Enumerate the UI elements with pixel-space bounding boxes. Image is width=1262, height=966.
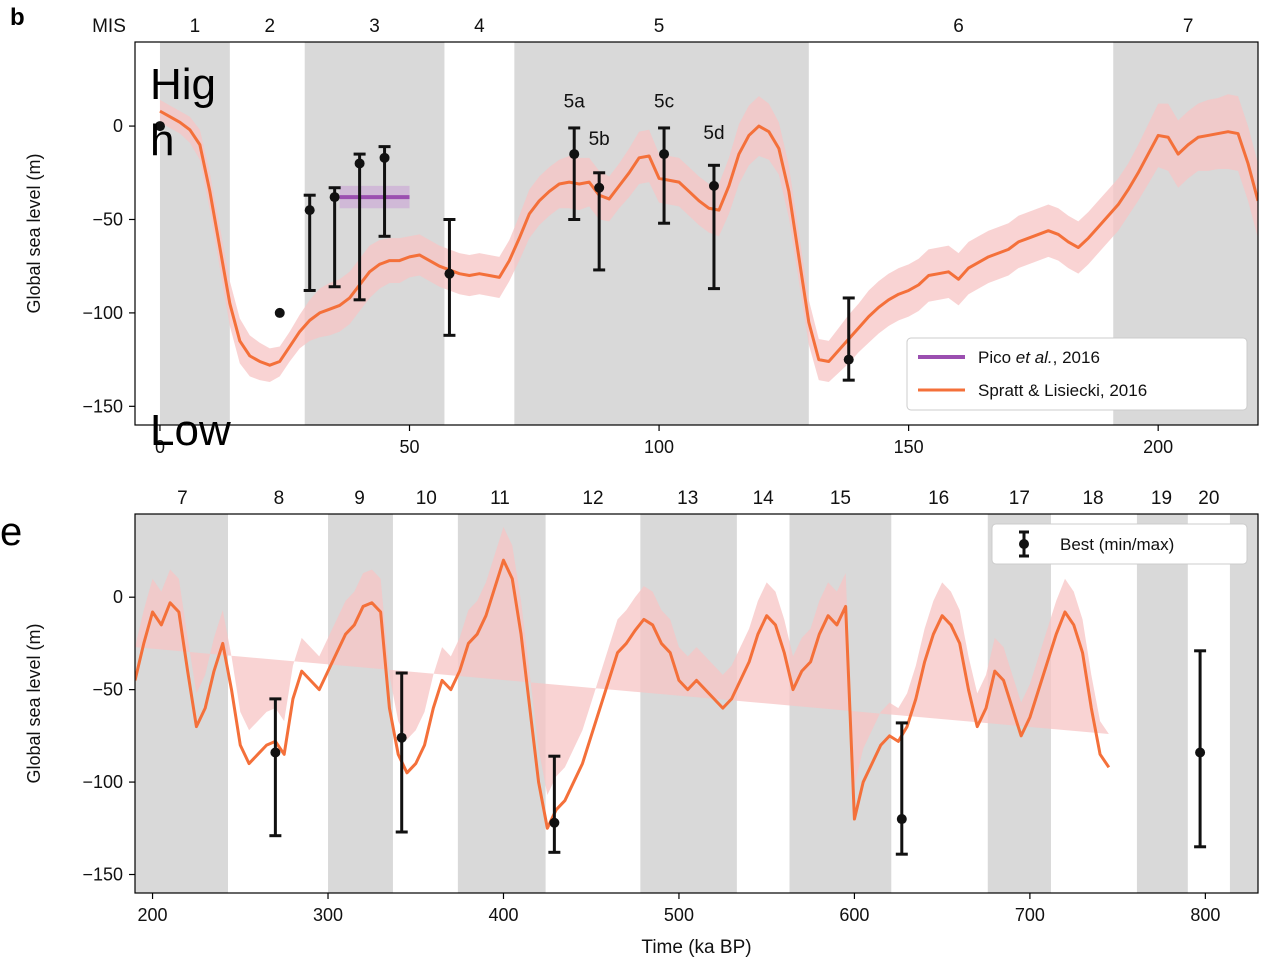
y-tick-label: 0 bbox=[113, 116, 123, 136]
stage-label: 1 bbox=[190, 16, 201, 37]
stage-label: 3 bbox=[369, 16, 380, 37]
mis-prefix-label: MIS bbox=[92, 16, 126, 37]
data-point bbox=[843, 354, 854, 365]
legend-b-box bbox=[906, 337, 1248, 411]
data-point bbox=[270, 747, 281, 758]
uncertainty-band bbox=[135, 526, 1109, 796]
sea-level-line bbox=[135, 558, 1111, 830]
overlay-high-line1: Hig bbox=[150, 60, 217, 109]
overlay-low: Low bbox=[150, 406, 231, 455]
data-point bbox=[896, 814, 907, 825]
x-tick-label: 0 bbox=[155, 437, 165, 457]
y-tick-label: −150 bbox=[82, 396, 123, 416]
data-point bbox=[569, 149, 580, 160]
uncertainty-band bbox=[159, 94, 1258, 383]
data-point bbox=[354, 158, 365, 169]
legend-point-swatch bbox=[1019, 539, 1029, 549]
y-tick-label: −100 bbox=[82, 772, 123, 792]
data-point bbox=[396, 732, 407, 743]
data-point bbox=[659, 149, 670, 160]
legend-pico-label: Pico et al., 2016 bbox=[978, 348, 1100, 367]
data-point bbox=[1195, 747, 1206, 758]
stage-shade bbox=[304, 42, 445, 425]
plot-frame bbox=[134, 41, 1259, 426]
data-point bbox=[379, 152, 390, 163]
plot-area bbox=[154, 42, 1258, 425]
legend-b: Pico et al., 2016 Spratt & Lisiecki, 2016 bbox=[906, 337, 1248, 411]
stage-label: 16 bbox=[928, 488, 949, 509]
legend-pico-author: Pico bbox=[978, 348, 1016, 367]
data-point bbox=[304, 205, 315, 216]
legend-line-label: Spratt & Lisiecki, 2016 bbox=[978, 381, 1147, 400]
x-tick-label: 800 bbox=[1190, 905, 1220, 925]
data-point bbox=[274, 307, 285, 318]
x-tick-label: 300 bbox=[313, 905, 343, 925]
x-tick-label: 700 bbox=[1015, 905, 1045, 925]
y-tick-label: 0 bbox=[113, 587, 123, 607]
stage-label: 14 bbox=[753, 488, 775, 509]
stage-shade bbox=[640, 514, 737, 893]
stage-label: 15 bbox=[830, 488, 851, 509]
data-point bbox=[708, 180, 719, 191]
stage-label: 7 bbox=[1183, 16, 1194, 37]
stage-label: 6 bbox=[953, 16, 964, 37]
stage-label: 11 bbox=[490, 488, 510, 509]
x-axis-label: Time (ka BP) bbox=[641, 937, 751, 958]
legend-e: Best (min/max) bbox=[991, 523, 1248, 565]
y-tick-label: −100 bbox=[82, 303, 123, 323]
x-tick-label: 150 bbox=[894, 437, 924, 457]
overlay-high-line2: h bbox=[150, 116, 175, 165]
legend-best-label: Best (min/max) bbox=[1060, 535, 1174, 554]
data-point bbox=[329, 192, 340, 203]
stage-label: 5 bbox=[654, 16, 665, 37]
panel-letter-e: e bbox=[0, 510, 23, 554]
stage-label: 7 bbox=[177, 488, 188, 509]
x-tick-label: 100 bbox=[644, 437, 674, 457]
stage-shade bbox=[135, 514, 228, 893]
stage-label: 2 bbox=[264, 16, 275, 37]
stage-shade bbox=[328, 514, 393, 893]
x-tick-label: 200 bbox=[138, 905, 168, 925]
stage-label: 13 bbox=[677, 488, 698, 509]
x-tick-label: 200 bbox=[1143, 437, 1173, 457]
plot-area bbox=[135, 514, 1258, 893]
y-tick-label: −150 bbox=[82, 865, 123, 885]
x-tick-label: 400 bbox=[488, 905, 518, 925]
legend-e-box bbox=[991, 523, 1248, 565]
x-tick-label: 500 bbox=[664, 905, 694, 925]
sea-level-line bbox=[159, 109, 1258, 367]
stage-label: 10 bbox=[416, 488, 437, 509]
x-tick-label: 600 bbox=[839, 905, 869, 925]
stage-label: 12 bbox=[582, 488, 603, 509]
stage-shade bbox=[1136, 514, 1188, 893]
y-axis-label: Global sea level (m) bbox=[24, 153, 44, 313]
data-point bbox=[549, 817, 560, 828]
stage-label: 19 bbox=[1151, 488, 1172, 509]
legend-pico-etal: et al. bbox=[1016, 348, 1053, 367]
stage-label: 8 bbox=[274, 488, 285, 509]
data-point bbox=[444, 268, 455, 279]
substage-label: 5a bbox=[564, 91, 586, 112]
x-tick-label: 50 bbox=[399, 437, 419, 457]
legend-pico-year: , 2016 bbox=[1053, 348, 1100, 367]
panel-e: 0 −50 −100 −150 200 300 400 500 600 700 800 Global … bbox=[24, 488, 1259, 958]
data-point bbox=[594, 182, 605, 193]
y-tick-label: −50 bbox=[92, 680, 123, 700]
data-point bbox=[154, 121, 165, 132]
stage-label: 9 bbox=[354, 488, 365, 509]
stage-label: 18 bbox=[1082, 488, 1103, 509]
stage-label: 20 bbox=[1198, 488, 1219, 509]
stage-shade bbox=[1229, 514, 1258, 893]
substage-label: 5d bbox=[703, 123, 724, 144]
substage-label: 5b bbox=[589, 129, 610, 150]
stage-label: 17 bbox=[1009, 488, 1030, 509]
panel-letter-b: b bbox=[10, 4, 25, 31]
plot-frame bbox=[134, 513, 1259, 894]
stage-label: 4 bbox=[474, 16, 485, 37]
y-axis-label: Global sea level (m) bbox=[24, 623, 44, 783]
y-tick-label: −50 bbox=[92, 209, 123, 229]
substage-label: 5c bbox=[654, 91, 674, 112]
